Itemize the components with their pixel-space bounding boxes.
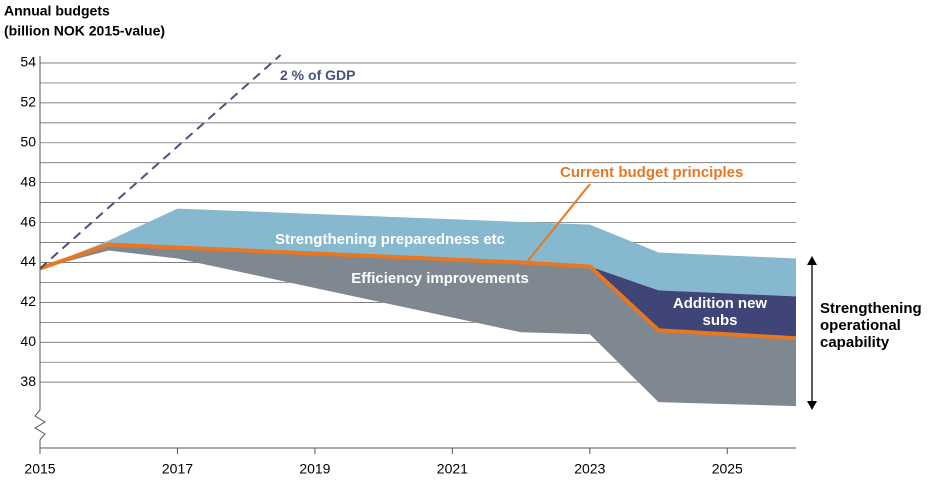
y-tick-label: 52 — [20, 94, 36, 110]
annotation: Strengthening operational capability — [820, 300, 922, 351]
series-label: Efficiency improvements — [351, 270, 529, 287]
arrow-head — [807, 256, 817, 265]
x-tick-label: 2019 — [299, 461, 330, 477]
leader-line — [526, 183, 591, 263]
y-tick-label: 38 — [20, 373, 36, 389]
y-tick-label: 40 — [20, 333, 36, 349]
y-tick-label: 48 — [20, 173, 36, 189]
chart-subtitle: (billion NOK 2015-value) — [4, 23, 165, 39]
y-tick-label: 54 — [20, 54, 36, 70]
axis-break — [34, 409, 46, 448]
y-tick-label: 42 — [20, 293, 36, 309]
series-label: 2 % of GDP — [280, 67, 356, 83]
x-tick-label: 2017 — [162, 461, 193, 477]
x-tick-label: 2015 — [24, 461, 55, 477]
chart-title: Annual budgets — [4, 3, 110, 19]
y-tick-label: 46 — [20, 213, 36, 229]
series-label: Current budget principles — [560, 164, 744, 181]
dashed-line — [40, 54, 282, 270]
y-tick-label: 44 — [20, 253, 36, 269]
series-label: Addition new subs — [672, 295, 768, 329]
x-tick-label: 2025 — [712, 461, 743, 477]
line — [40, 242, 796, 341]
arrow-head — [807, 401, 817, 410]
series-label: Strengthening preparedness etc — [274, 231, 506, 248]
area — [589, 266, 796, 339]
x-tick-label: 2023 — [574, 461, 605, 477]
area — [40, 208, 796, 297]
x-tick-label: 2021 — [437, 461, 468, 477]
y-tick-label: 50 — [20, 133, 36, 149]
